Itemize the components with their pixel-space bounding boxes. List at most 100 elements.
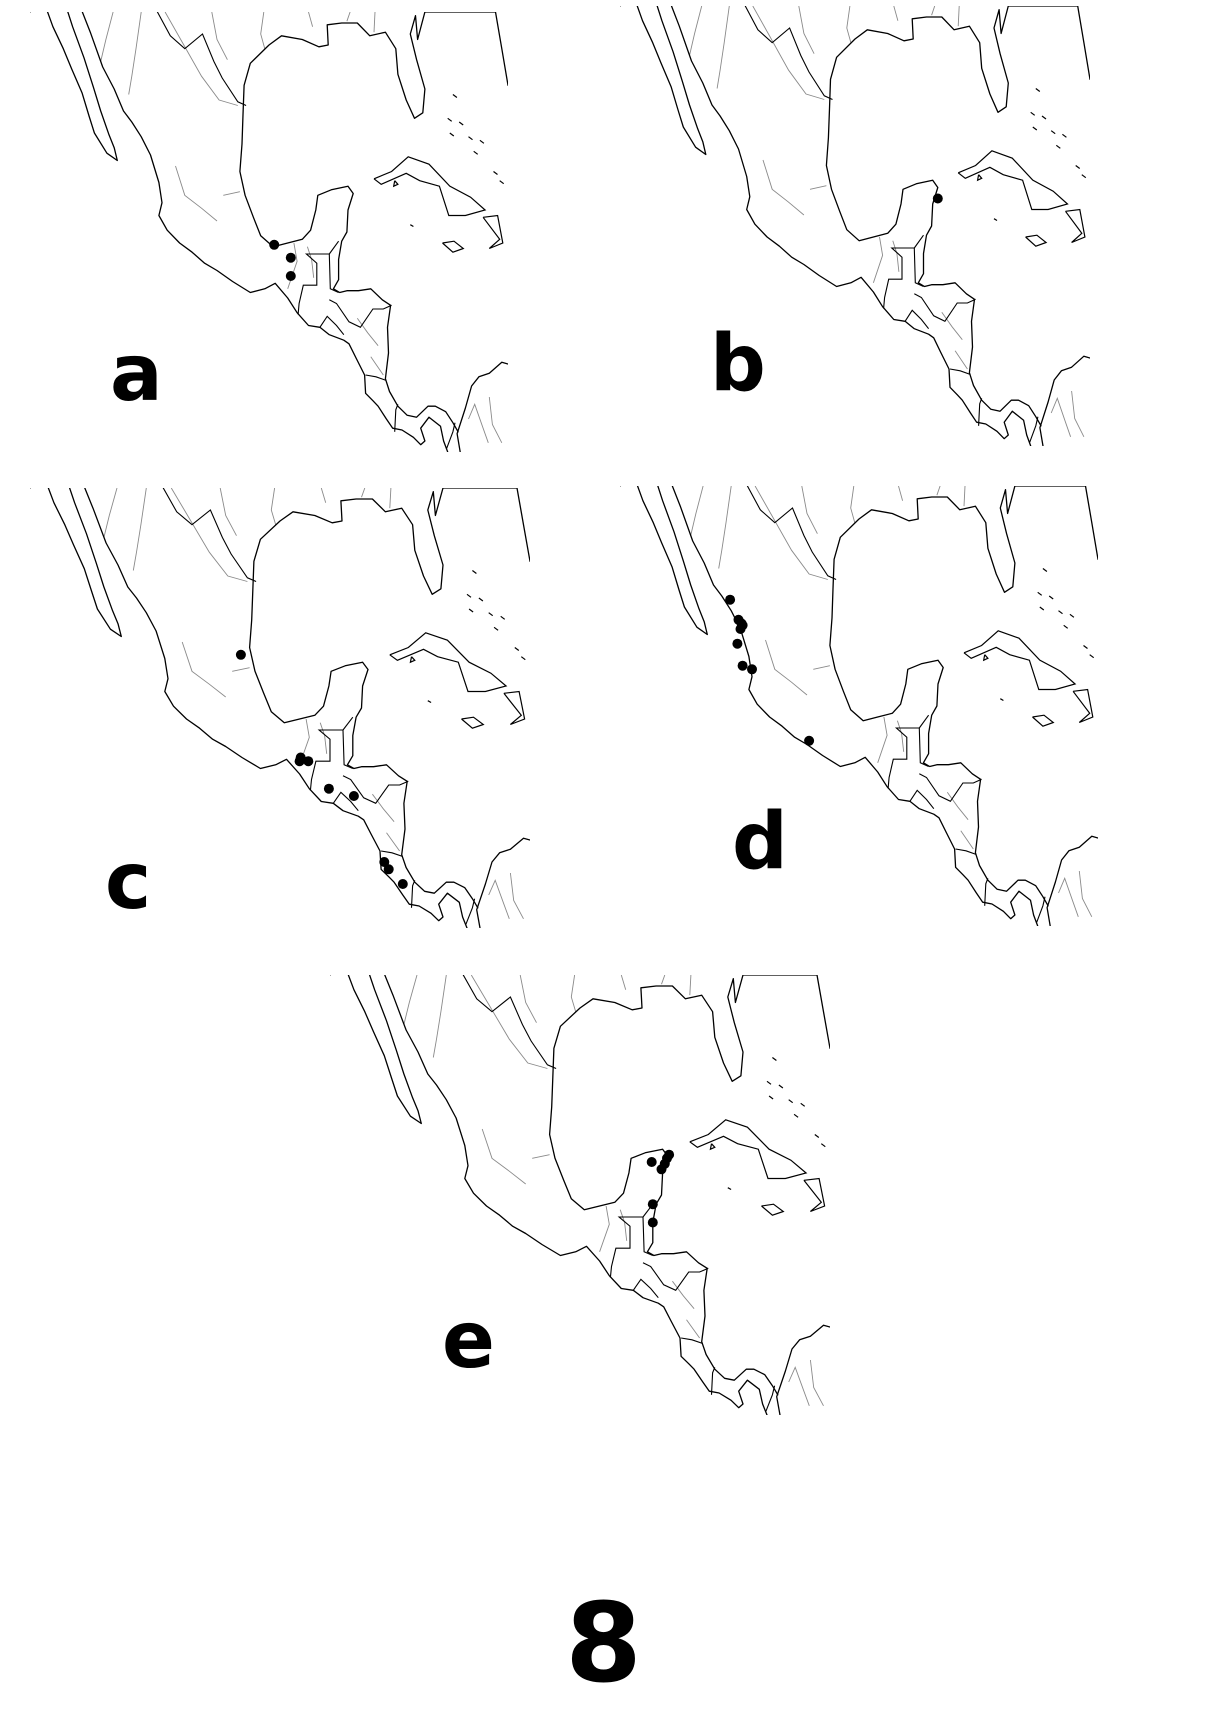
record-dot-d-6 — [732, 638, 743, 649]
bahamas-island — [1083, 645, 1088, 649]
map-panel-d: d — [620, 486, 1098, 926]
country-border — [465, 898, 476, 925]
bahamas-island — [499, 180, 505, 185]
river-line — [850, 486, 856, 523]
bahamas-island — [1035, 88, 1041, 92]
country-border — [1029, 416, 1039, 443]
country-border — [765, 1385, 776, 1412]
country-border — [883, 247, 924, 309]
island-outline — [761, 1203, 785, 1216]
record-dot-e-4 — [656, 1164, 667, 1175]
river-line — [813, 665, 830, 670]
bahamas-island — [820, 1143, 826, 1148]
panel-label-e: e — [442, 1296, 495, 1386]
record-dot-d-5 — [735, 624, 746, 634]
gulf-caribbean-coastline — [239, 12, 508, 433]
river-line — [372, 793, 395, 822]
bahamas-island — [1081, 174, 1087, 179]
river-line — [599, 1205, 610, 1252]
river-line — [619, 1209, 628, 1241]
record-dot-c-3 — [294, 756, 305, 767]
river-line — [320, 488, 327, 503]
gulf-caribbean-coastline — [248, 488, 530, 909]
bahamas-island — [1042, 568, 1048, 572]
river-line — [689, 975, 692, 996]
river-line — [370, 356, 384, 376]
country-border — [394, 404, 399, 432]
map-panel-a: a — [30, 12, 508, 452]
record-dot-c-1 — [235, 649, 246, 660]
river-line — [718, 486, 732, 569]
river-line — [211, 12, 228, 60]
river-line — [509, 872, 524, 920]
bahamas-island — [478, 597, 484, 602]
map-panel-e: e — [330, 975, 830, 1415]
country-border — [156, 12, 247, 107]
bahamas-island — [1037, 591, 1043, 596]
island-outline — [1072, 688, 1094, 724]
bahamas-island — [449, 132, 455, 137]
river-line — [765, 639, 808, 696]
panel-label-d: d — [732, 797, 788, 887]
bahamas-island — [452, 94, 458, 98]
river-line — [931, 6, 936, 16]
river-line — [260, 12, 266, 49]
river-line — [128, 12, 142, 95]
bahamas-island — [1058, 610, 1063, 615]
bahamas-island — [466, 593, 472, 598]
country-border — [984, 878, 989, 906]
record-dot-e-6 — [647, 1199, 658, 1210]
river-line — [103, 488, 118, 538]
pacific-coastline — [30, 488, 530, 928]
river-line — [132, 488, 147, 571]
bahamas-island — [768, 1095, 774, 1100]
country-border — [328, 240, 340, 255]
country-border — [681, 1337, 703, 1345]
river-line — [470, 975, 548, 1069]
record-dot-a-2 — [285, 252, 296, 263]
island-outline — [389, 632, 508, 693]
island-outline — [442, 240, 465, 253]
island-outline — [373, 156, 487, 217]
map-panel-b: b — [620, 6, 1090, 446]
record-dot-d-1 — [725, 594, 736, 605]
country-border — [162, 488, 257, 583]
panel-label-c: c — [105, 837, 152, 927]
record-dot-a-1 — [269, 239, 280, 250]
record-dot-e-7 — [647, 1217, 658, 1228]
river-line — [960, 830, 974, 850]
record-dot-d-9 — [804, 735, 815, 746]
river-line — [164, 12, 238, 106]
island-outline — [963, 630, 1077, 691]
river-line — [1058, 877, 1079, 917]
country-border — [955, 848, 977, 856]
record-dot-c-7 — [379, 857, 390, 867]
island-outline — [482, 214, 504, 250]
island-outline — [409, 656, 416, 664]
record-dot-a-3 — [285, 271, 296, 281]
country-border — [904, 309, 930, 330]
river-line — [1071, 390, 1085, 438]
bahamas-island — [520, 656, 526, 661]
country-border — [919, 773, 982, 803]
river-line — [846, 6, 852, 43]
island-outline — [409, 224, 414, 228]
island-outline — [461, 716, 485, 729]
gulf-caribbean-coastline — [548, 975, 830, 1396]
map-panel-c: c — [30, 488, 530, 928]
island-outline — [976, 174, 983, 182]
island-outline — [1032, 714, 1055, 727]
river-line — [672, 1280, 695, 1309]
pacific-coastline — [30, 12, 508, 452]
gulf-caribbean-coastline — [829, 486, 1098, 907]
bahamas-island — [1048, 595, 1054, 600]
country-border — [710, 1367, 716, 1395]
river-line — [481, 1128, 526, 1185]
basemap-b — [620, 6, 1090, 446]
river-line — [1078, 870, 1093, 918]
record-dot-c-5 — [323, 783, 334, 794]
river-line — [432, 975, 447, 1058]
country-border — [319, 315, 345, 336]
record-dot-c-9 — [397, 879, 408, 889]
river-line — [620, 975, 627, 990]
